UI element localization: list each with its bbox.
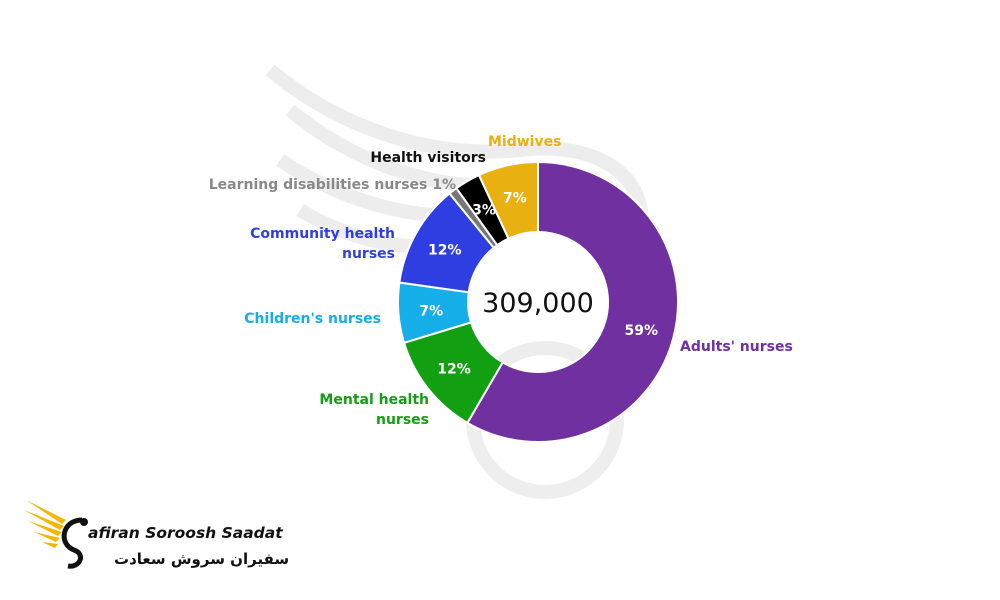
slices-layer (397, 160, 679, 443)
slice-value-label: 12% (428, 242, 462, 258)
slice-category-label: Midwives (488, 134, 561, 150)
slice-value-label: 7% (419, 303, 443, 319)
value-labels-layer: 59% 12% 7% 12% 3% 7% (419, 191, 658, 378)
slice-category-label: Health visitors (370, 150, 486, 166)
logo-text-english: afiran Soroosh Saadat (88, 524, 283, 542)
slice-category-label: Children's nurses (244, 311, 381, 327)
slice-value-label: 3% (472, 203, 496, 219)
logo-text-persian: سفیران سروش سعادت (114, 550, 290, 568)
slice-category-label: Learning disabilities nurses 1% (209, 177, 456, 193)
center-total: 309,000 (482, 288, 594, 319)
slice-value-label: 12% (437, 361, 471, 377)
slice-value-label: 7% (503, 191, 527, 207)
slice-value-label: 59% (625, 323, 659, 339)
slice-category-label: Adults' nurses (680, 339, 793, 355)
wing-logo-icon (24, 500, 88, 569)
slice-category-label: Community health nurses (250, 226, 395, 262)
category-labels-layer: Adults' nurses Mental health nurses Childre… (209, 134, 793, 428)
donut-slice (466, 160, 679, 443)
donut-slice (477, 160, 539, 240)
slice-category-label: Mental health nurses (319, 392, 429, 428)
brand-logo: afiran Soroosh Saadat سفیران سروش سعادت (22, 494, 297, 580)
